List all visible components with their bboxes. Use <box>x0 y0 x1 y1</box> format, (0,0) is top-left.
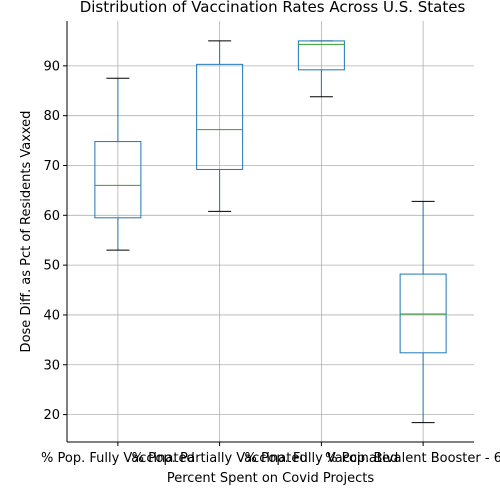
x-tick-label: % Pop. Partially Vaccinated <box>132 451 308 466</box>
box-group <box>94 77 142 251</box>
y-tick-label: 70 <box>43 159 60 174</box>
y-tick-label: 90 <box>43 59 60 74</box>
y-tick-label: 60 <box>43 209 60 224</box>
chart-title: Distribution of Vaccination Rates Across… <box>80 0 466 16</box>
y-tick-label: 20 <box>43 408 60 423</box>
y-tick-label: 30 <box>43 358 60 373</box>
y-tick-label: 40 <box>43 308 60 323</box>
x-axis-label: Percent Spent on Covid Projects <box>167 471 375 486</box>
box-group <box>399 200 447 424</box>
box-iqr <box>196 63 244 170</box>
x-tick-label: % Pop. Fully Vaccinated <box>245 451 399 466</box>
axes <box>66 21 474 443</box>
y-tick-label: 50 <box>43 259 60 274</box>
grid-lines <box>67 21 474 442</box>
x-tick-label: % Pop. Bivalent Booster - 65+ <box>325 451 500 466</box>
x-tick-label: % Pop. Fully Vaccinated <box>41 451 195 466</box>
y-tick-label: 80 <box>43 109 60 124</box>
box-iqr <box>297 40 345 71</box>
y-axis-label: Dose Diff. as Pct of Residents Vaxxed <box>19 111 34 353</box>
box-group <box>196 40 244 212</box>
box-group <box>297 40 345 98</box>
y-axis-ticks: 20 30 40 50 60 70 80 90 <box>43 59 67 423</box>
box-plot-boxes <box>94 40 447 424</box>
box-iqr <box>94 141 142 219</box>
x-axis-ticks: % Pop. Fully Vaccinated% Pop. Partially … <box>41 442 500 466</box>
